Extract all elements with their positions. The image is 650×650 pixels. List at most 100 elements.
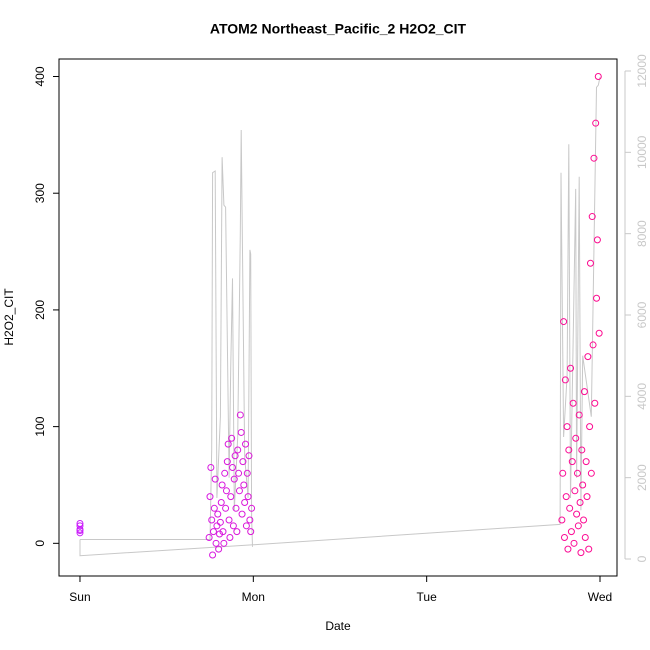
altitude-line bbox=[79, 76, 601, 557]
point bbox=[571, 487, 579, 495]
point bbox=[215, 545, 223, 553]
point bbox=[211, 475, 219, 483]
y-tick-label: 400 bbox=[33, 66, 47, 86]
point bbox=[590, 154, 598, 162]
point bbox=[212, 539, 220, 547]
point bbox=[561, 376, 569, 384]
point bbox=[206, 493, 214, 501]
point bbox=[576, 498, 584, 506]
y2-tick-label: 4000 bbox=[635, 383, 649, 410]
point bbox=[209, 528, 217, 536]
point bbox=[247, 528, 255, 536]
point bbox=[238, 510, 246, 518]
point bbox=[217, 498, 225, 506]
x-tick-label: Mon bbox=[242, 590, 265, 604]
point bbox=[218, 481, 226, 489]
point bbox=[224, 440, 232, 448]
point bbox=[235, 487, 243, 495]
y2-tick-label: 6000 bbox=[635, 301, 649, 328]
point bbox=[567, 364, 575, 372]
point bbox=[240, 481, 248, 489]
point bbox=[595, 329, 603, 337]
point bbox=[209, 551, 217, 559]
point bbox=[220, 539, 228, 547]
point bbox=[559, 469, 567, 477]
point bbox=[244, 493, 252, 501]
point bbox=[577, 549, 585, 557]
point bbox=[580, 388, 588, 396]
point bbox=[229, 522, 237, 530]
point bbox=[248, 504, 256, 512]
point bbox=[563, 423, 571, 431]
y-tick-label: 200 bbox=[33, 300, 47, 320]
point bbox=[578, 446, 586, 454]
point bbox=[565, 446, 573, 454]
point bbox=[230, 475, 238, 483]
point bbox=[570, 539, 578, 547]
point bbox=[208, 516, 216, 524]
point bbox=[582, 458, 590, 466]
point bbox=[246, 516, 254, 524]
point bbox=[564, 545, 572, 553]
point bbox=[231, 452, 239, 460]
y-axis-label: H2O2_CIT bbox=[2, 288, 16, 346]
point bbox=[76, 519, 84, 527]
y2-tick-label: 0 bbox=[635, 555, 649, 562]
x-tick-label: Wed bbox=[588, 590, 612, 604]
x-tick-label: Tue bbox=[417, 590, 438, 604]
point bbox=[237, 428, 245, 436]
point bbox=[227, 493, 235, 501]
point bbox=[585, 545, 593, 553]
y2-tick-label: 8000 bbox=[635, 220, 649, 247]
point bbox=[214, 510, 222, 518]
point bbox=[222, 504, 230, 512]
point bbox=[229, 463, 237, 471]
point bbox=[586, 259, 594, 267]
point bbox=[572, 434, 580, 442]
point bbox=[566, 504, 574, 512]
point bbox=[205, 533, 213, 541]
point bbox=[586, 423, 594, 431]
point bbox=[233, 528, 241, 536]
point bbox=[588, 213, 596, 221]
point bbox=[228, 434, 236, 442]
point bbox=[242, 522, 250, 530]
point bbox=[241, 498, 249, 506]
point bbox=[216, 530, 224, 538]
point bbox=[584, 353, 592, 361]
point bbox=[591, 399, 599, 407]
point bbox=[239, 458, 247, 466]
point bbox=[210, 504, 218, 512]
point bbox=[583, 493, 591, 501]
point bbox=[594, 73, 602, 81]
point bbox=[567, 528, 575, 536]
point bbox=[223, 458, 231, 466]
y2-tick-label: 2000 bbox=[635, 464, 649, 491]
point bbox=[573, 510, 581, 518]
point bbox=[226, 533, 234, 541]
point bbox=[213, 522, 221, 530]
point bbox=[560, 318, 568, 326]
point bbox=[234, 446, 242, 454]
point bbox=[573, 469, 581, 477]
point bbox=[76, 529, 84, 537]
point bbox=[581, 533, 589, 541]
point bbox=[76, 522, 84, 530]
point bbox=[558, 516, 566, 524]
point bbox=[236, 411, 244, 419]
point bbox=[580, 516, 588, 524]
point bbox=[592, 119, 600, 127]
y2-tick-label: 12000 bbox=[635, 54, 649, 88]
point bbox=[593, 236, 601, 244]
chart-title: ATOM2 Northeast_Pacific_2 H2O2_CIT bbox=[210, 21, 467, 37]
point bbox=[221, 469, 229, 477]
point bbox=[245, 452, 253, 460]
point bbox=[560, 533, 568, 541]
x-tick-label: Sun bbox=[69, 590, 90, 604]
point bbox=[569, 399, 577, 407]
point bbox=[568, 458, 576, 466]
x-axis-label: Date bbox=[325, 619, 351, 633]
y-tick-label: 0 bbox=[33, 540, 47, 547]
